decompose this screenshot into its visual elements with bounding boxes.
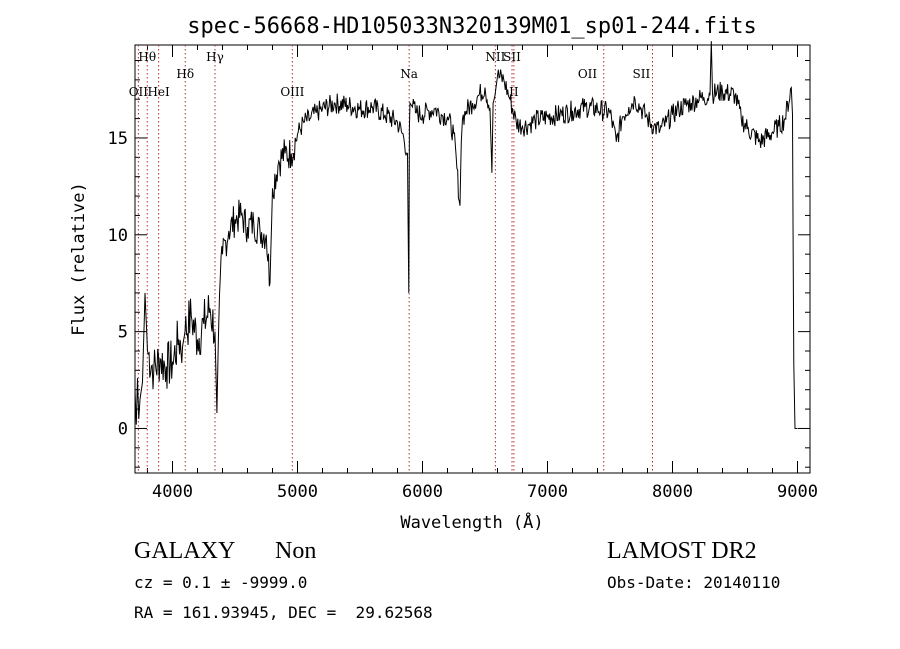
chart-title: spec-56668-HD105033N320139M01_sp01-244.f… <box>187 14 757 39</box>
classification-label: GALAXY <box>134 538 236 564</box>
subclass-label: Non <box>275 538 317 564</box>
coordinates-readout: RA = 161.93945, DEC = 29.62568 <box>134 603 433 622</box>
y-tick-label: 10 <box>108 226 128 246</box>
x-axis-label: Wavelength (Å) <box>400 511 543 533</box>
y-tick-label: 0 <box>118 419 128 439</box>
line-label: OII <box>129 85 149 99</box>
x-tick-label: 6000 <box>402 482 443 502</box>
line-label: HeI <box>147 85 170 99</box>
y-tick-label: 5 <box>118 323 128 343</box>
spectrum-line <box>134 41 798 429</box>
x-tick-label: 9000 <box>777 482 818 502</box>
plot-axes: 4000 5000 6000 7000 8000 9000 0 5 10 15 <box>108 44 818 502</box>
line-label: SII <box>503 50 521 64</box>
line-label: NII <box>485 50 505 64</box>
survey-label: LAMOST DR2 <box>607 538 757 564</box>
spectrum-series <box>134 41 798 429</box>
y-tick-label: 15 <box>108 129 128 149</box>
x-tick-label: 8000 <box>652 482 693 502</box>
line-label: SII <box>633 67 651 81</box>
line-label: Na <box>400 67 418 81</box>
line-label: OIII <box>280 85 304 99</box>
line-label: OII <box>578 67 598 81</box>
obs-date-readout: Obs-Date: 20140110 <box>607 573 781 592</box>
line-label: II <box>509 85 519 99</box>
line-label: Hγ <box>206 50 224 64</box>
redshift-readout: cz = 0.1 ± -9999.0 <box>134 573 308 592</box>
x-tick-label: 5000 <box>277 482 318 502</box>
line-label: Hθ <box>138 50 156 64</box>
y-axis-label: Flux (relative) <box>69 182 89 336</box>
line-markers <box>137 45 653 473</box>
line-label: Hδ <box>176 67 194 81</box>
x-tick-label: 7000 <box>527 482 568 502</box>
x-tick-label: 4000 <box>152 482 193 502</box>
